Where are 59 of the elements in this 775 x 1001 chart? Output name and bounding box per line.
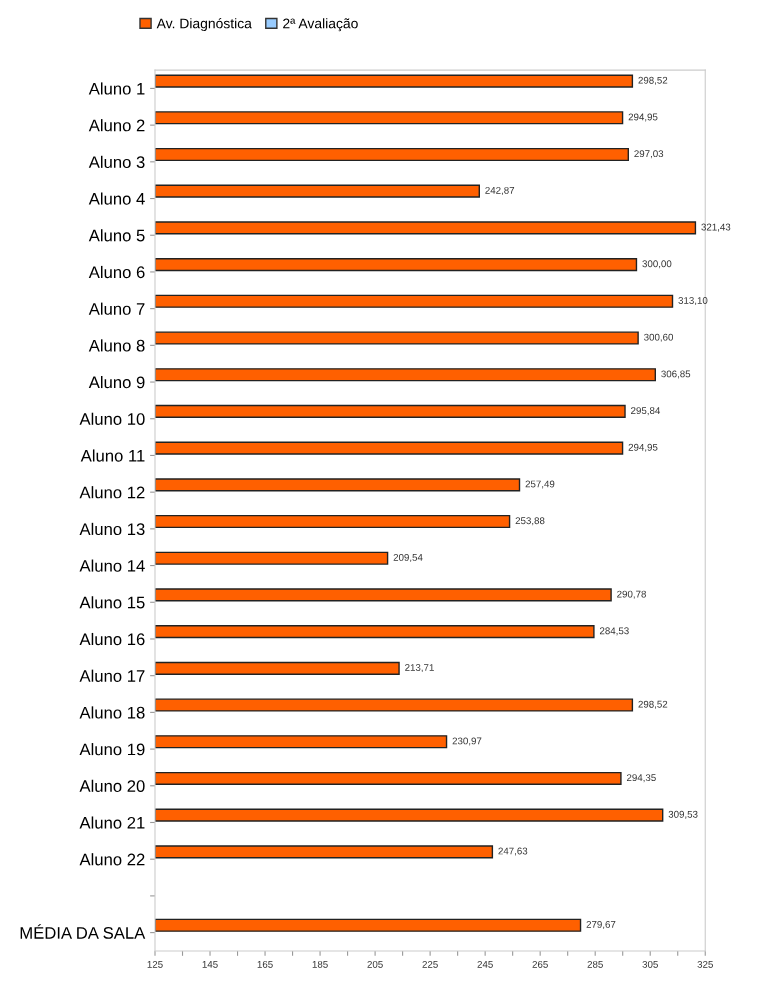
y-tick-label: Aluno 18 xyxy=(79,706,145,719)
data-label: 247,63 xyxy=(498,847,528,856)
data-label: 297,03 xyxy=(634,150,664,159)
y-tick-label: Aluno 12 xyxy=(79,486,145,499)
y-tick-label: Aluno 4 xyxy=(88,192,145,205)
data-label: 294,95 xyxy=(628,113,658,122)
data-label: 300,60 xyxy=(644,333,674,342)
y-tick-label: Aluno 10 xyxy=(79,412,145,425)
y-tick-label: Aluno 15 xyxy=(79,596,145,609)
x-tick-label: 185 xyxy=(312,960,328,968)
data-label: 279,67 xyxy=(586,920,616,930)
data-label: 295,84 xyxy=(631,407,661,416)
y-tick-label: Aluno 19 xyxy=(79,743,145,756)
data-label: 321,43 xyxy=(701,223,731,232)
y-tick-label: Aluno 8 xyxy=(88,339,145,352)
data-label: 257,49 xyxy=(525,480,555,489)
data-label: 294,35 xyxy=(626,774,656,783)
data-label: 309,53 xyxy=(668,810,698,819)
legend-label: Av. Diagnóstica xyxy=(156,17,252,32)
x-tick-label: 145 xyxy=(202,961,218,968)
y-tick-label: Aluno 1 xyxy=(88,82,145,95)
y-tick-label: Aluno 13 xyxy=(79,522,145,536)
y-tick-label: Aluno 3 xyxy=(88,155,145,169)
data-label: 300,00 xyxy=(642,260,672,269)
x-tick-label: 265 xyxy=(532,960,548,968)
x-tick-label: 165 xyxy=(257,960,273,968)
y-tick-label: Aluno 5 xyxy=(88,229,145,242)
data-label: 306,85 xyxy=(661,370,691,379)
data-label: 294,95 xyxy=(628,443,658,452)
y-tick-label: Aluno 2 xyxy=(88,119,145,132)
y-tick-label: Aluno 7 xyxy=(88,302,145,315)
y-tick-label: Aluno 17 xyxy=(79,669,145,682)
x-tick-label: 305 xyxy=(642,960,658,968)
y-tick-label: MÉDIA DA SALA xyxy=(20,924,146,939)
data-label: 242,87 xyxy=(485,186,515,195)
data-label: 284,53 xyxy=(599,627,629,636)
y-tick-label: Aluno 6 xyxy=(88,265,145,279)
y-tick-label: Aluno 14 xyxy=(79,559,145,572)
legend-label: 2ª Avaliação xyxy=(283,18,358,32)
data-label: 298,52 xyxy=(638,700,668,709)
data-label: 209,54 xyxy=(393,553,423,562)
data-label: 253,88 xyxy=(515,517,545,526)
data-label: 230,97 xyxy=(452,737,482,746)
x-tick-label: 285 xyxy=(587,960,603,968)
y-tick-label: Aluno 20 xyxy=(79,779,145,792)
y-tick-label: Aluno 22 xyxy=(79,853,145,866)
x-tick-label: 325 xyxy=(697,960,713,968)
data-label: 298,52 xyxy=(638,76,668,85)
y-tick-label: Aluno 21 xyxy=(79,816,145,829)
y-tick-label: Aluno 16 xyxy=(79,632,145,646)
data-label: 313,10 xyxy=(678,297,708,306)
x-tick-label: 225 xyxy=(422,960,438,968)
x-tick-label: 125 xyxy=(147,960,163,968)
y-tick-label: Aluno 11 xyxy=(80,449,145,462)
data-label: 290,78 xyxy=(617,590,646,599)
y-tick-label: Aluno 9 xyxy=(88,376,145,389)
x-tick-label: 245 xyxy=(477,960,493,968)
data-label: 213,71 xyxy=(405,664,434,673)
x-tick-label: 205 xyxy=(367,960,383,968)
